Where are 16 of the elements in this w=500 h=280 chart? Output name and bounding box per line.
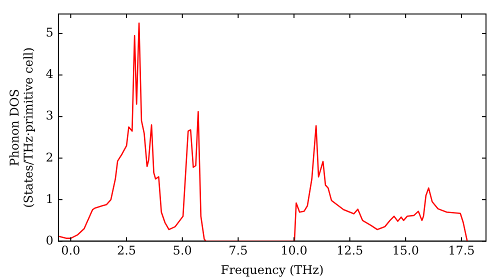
x-tick-label: 0.0 [61, 244, 80, 258]
x-tick-label: 12.5 [336, 244, 364, 258]
y-tick-label: 4 [46, 67, 54, 82]
y-tick-label: 1 [46, 192, 54, 206]
y-tick-label: 5 [46, 26, 54, 40]
x-tick-label: 17.5 [448, 244, 475, 258]
y-tick-label: 2 [46, 150, 54, 164]
x-tick-label: 15.0 [392, 244, 419, 258]
y-axis-title: Phonon DOS (States/THz·primitive cell) [7, 47, 36, 208]
y-tick-label: 0 [46, 233, 54, 248]
x-tick-label: 7.5 [228, 244, 248, 258]
x-tick-label: 5.0 [172, 244, 192, 258]
y-tick-label: 3 [46, 108, 54, 123]
x-axis-title: Frequency (THz) [220, 262, 324, 277]
x-tick-label: 2.5 [116, 244, 136, 258]
x-tick-label: 10.0 [280, 244, 308, 258]
